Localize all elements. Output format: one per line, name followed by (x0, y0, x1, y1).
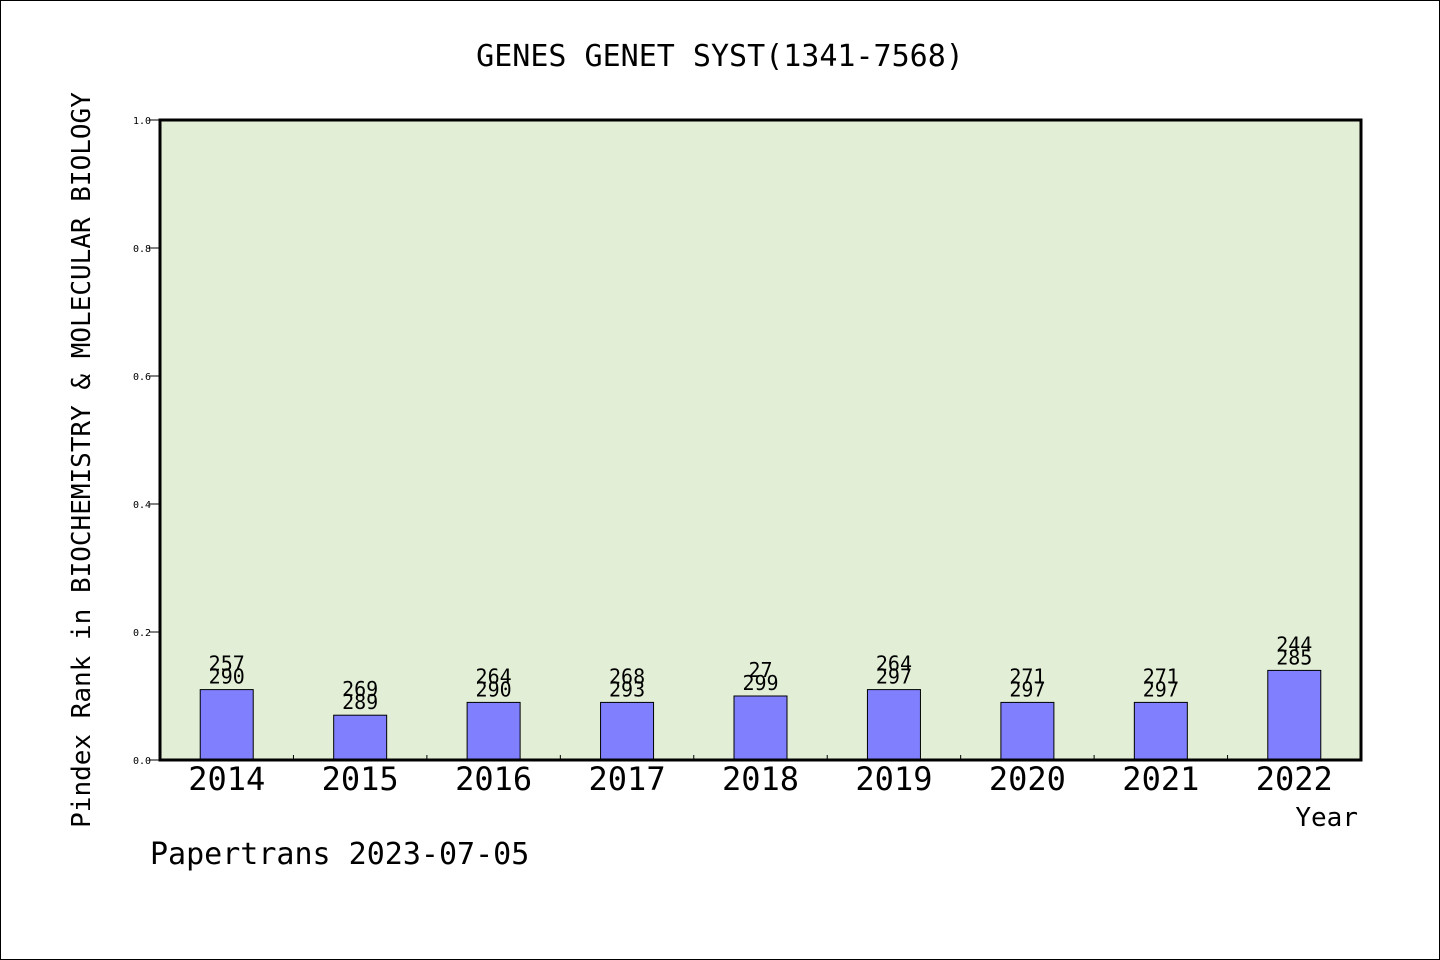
x-tick-label: 2022 (1256, 760, 1333, 798)
y-tick-label: 0.6 (133, 372, 151, 383)
y-tick-label: 0.0 (133, 756, 151, 767)
bar-label-total: 297 (1143, 677, 1179, 701)
bar-label-total: 297 (1009, 677, 1045, 701)
y-tick-label: 1.0 (133, 116, 151, 127)
x-tick-label: 2015 (322, 760, 399, 798)
bar-label-rank: 257 (209, 652, 245, 676)
bar-2021 (1133, 701, 1188, 761)
bar-label-rank: 244 (1276, 632, 1312, 656)
bar-label-total: 299 (742, 671, 778, 695)
bar-label-total: 290 (209, 665, 245, 689)
x-axis-label: Year (1295, 803, 1358, 833)
bar-2019 (866, 689, 921, 761)
bar-2016 (466, 701, 521, 761)
y-tick-label: 0.8 (133, 244, 151, 255)
x-tick-label: 2020 (989, 760, 1066, 798)
y-tick-label: 0.4 (133, 500, 151, 511)
footer-credit: Papertrans 2023-07-05 (150, 837, 529, 872)
x-tick-label: 2016 (455, 760, 532, 798)
bar-label-total: 289 (342, 690, 378, 714)
y-axis-ticks: 0.0 0.2 0.4 0.6 0.8 1.0 (133, 116, 160, 767)
bar-2018 (733, 695, 788, 761)
x-axis-ticks: 2014 2015 2016 2017 2018 2019 2020 2021 2022 (188, 755, 1333, 798)
bar-label-total: 297 (876, 665, 912, 689)
plot-area (160, 120, 1361, 760)
y-axis-label: Pindex Rank in BIOCHEMISTRY & MOLECULAR … (67, 92, 97, 828)
bar-label-total: 285 (1276, 645, 1312, 669)
bar-series (199, 669, 1322, 761)
bar-2015 (333, 714, 388, 761)
bar-label-rank: 271 (1143, 664, 1179, 688)
bar-label-rank: 268 (609, 664, 645, 688)
bar-label-total: 293 (609, 677, 645, 701)
bar-label-rank: 264 (876, 652, 912, 676)
x-tick-label: 2017 (589, 760, 666, 798)
x-tick-label: 2018 (722, 760, 799, 798)
x-tick-label: 2019 (855, 760, 932, 798)
x-tick-label: 2014 (188, 760, 265, 798)
bar-label-rank: 264 (476, 664, 512, 688)
bar-label-total: 290 (476, 677, 512, 701)
bar-2017 (600, 701, 655, 761)
bar-2022 (1267, 669, 1322, 761)
bar-2014 (199, 689, 254, 761)
x-tick-label: 2021 (1122, 760, 1199, 798)
y-tick-label: 0.2 (133, 628, 151, 639)
bar-2020 (1000, 701, 1055, 761)
bar-label-rank: 27 (748, 658, 772, 682)
bar-label-rank: 271 (1009, 664, 1045, 688)
plot-border (158, 118, 1363, 762)
chart-title: GENES GENET SYST(1341-7568) (476, 39, 964, 74)
bar-label-rank: 269 (342, 677, 378, 701)
